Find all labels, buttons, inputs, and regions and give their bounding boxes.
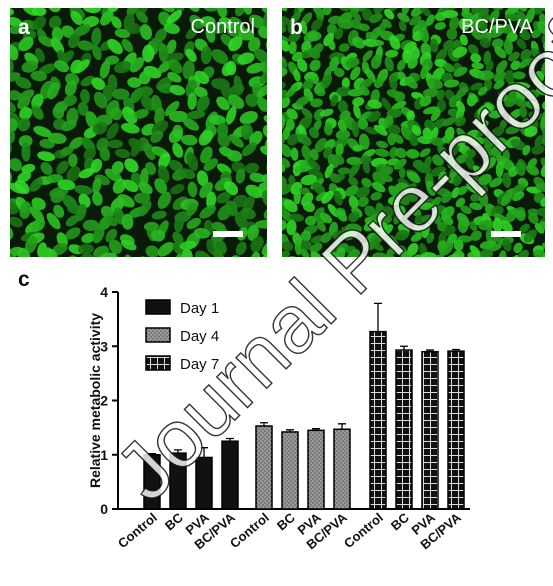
chart-legend: Day 1 Day 4 Day 7 (145, 299, 219, 373)
bar-day-1-control (143, 454, 161, 510)
x-tick-label: Control (227, 510, 272, 551)
bar-day-7-bc (395, 349, 413, 510)
error-bar (260, 422, 268, 426)
error-bar (312, 428, 320, 431)
legend-label: Day 4 (180, 328, 219, 345)
scale-bar-a (213, 231, 243, 237)
panel-c-label: c (18, 268, 30, 291)
error-bar (426, 349, 434, 352)
y-tick-label: 1 (100, 447, 108, 463)
x-tick-label: BC (274, 509, 298, 533)
bar-day-7-bc-pva (447, 350, 465, 510)
legend-label: Day 1 (180, 300, 219, 317)
bar-day-4-bc-pva (333, 428, 351, 510)
error-bar (200, 447, 208, 458)
panel-a-label: a (18, 16, 30, 39)
bar-day-4-pva (307, 429, 325, 510)
x-tick-label: BC (388, 509, 412, 533)
error-bar (452, 348, 460, 352)
x-tick-label: Control (341, 510, 386, 551)
legend-swatch (145, 355, 171, 371)
error-bar (174, 449, 182, 454)
bar-day-7-control (369, 330, 387, 510)
y-tick-label: 3 (100, 338, 108, 354)
legend-label: Day 7 (180, 356, 219, 373)
y-tick-label: 2 (100, 393, 108, 409)
error-bar (286, 429, 294, 432)
bar-day-4-bc (281, 431, 299, 510)
error-bar (400, 345, 408, 351)
error-bar (374, 302, 382, 332)
scale-bar-b (491, 231, 521, 237)
micrograph-panel-b: b BC/PVA (282, 8, 545, 257)
bar-day-1-bc (169, 452, 187, 510)
panel-b-label: b (290, 16, 303, 39)
micrograph-panel-a: a Control (10, 8, 267, 257)
y-tick-label: 0 (100, 501, 108, 517)
error-bar (148, 453, 156, 455)
bar-day-4-control (255, 425, 273, 510)
y-axis-label: Relative metabolic activity (87, 313, 103, 488)
micrograph-b-image (282, 8, 545, 257)
x-tick-label: BC (162, 509, 186, 533)
chart-bars (143, 302, 465, 510)
panel-a-title: Control (190, 16, 255, 38)
legend-swatch (145, 327, 171, 343)
legend-swatch (145, 299, 171, 315)
y-tick-label: 4 (100, 284, 108, 300)
panel-b-title: BC/PVA (461, 16, 533, 38)
error-bar (338, 423, 346, 430)
error-bar (226, 437, 234, 442)
bar-day-7-pva (421, 350, 439, 510)
bar-day-1-pva (195, 456, 213, 510)
micrograph-a-image (10, 8, 267, 257)
x-tick-label: Control (115, 510, 160, 551)
bar-day-1-bc-pva (221, 440, 239, 510)
